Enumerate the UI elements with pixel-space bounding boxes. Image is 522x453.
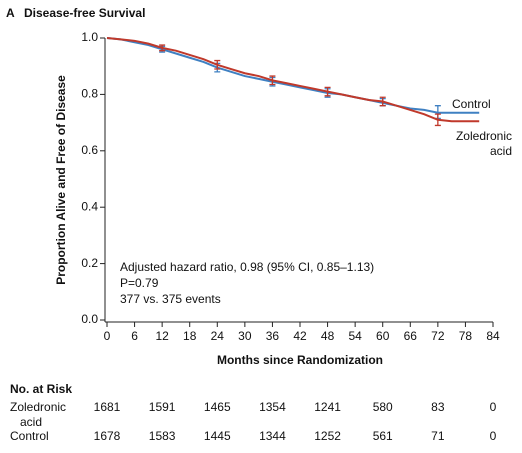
risk-row-label: Zoledronic acid [10,400,67,429]
risk-count: 1591 [149,400,176,414]
x-tick-label: 42 [293,329,307,343]
risk-row-label: Control [10,429,49,443]
y-tick-label: 0.2 [81,256,98,270]
x-tick-label: 60 [376,329,390,343]
risk-count: 1241 [314,400,341,414]
error-bar [214,59,221,70]
risk-count: 83 [431,400,445,414]
y-axis-label: Proportion Alive and Free of Disease [54,75,68,285]
x-tick-label: 24 [211,329,225,343]
x-tick-label: 0 [104,329,111,343]
y-tick-label: 0.6 [81,143,98,157]
risk-count: 1681 [94,400,121,414]
series-label: Zoledronic acid [455,129,512,158]
risk-count: 0 [490,429,497,443]
chart-title: Disease-free Survival [24,6,145,20]
x-tick-label: 30 [238,329,252,343]
x-tick-label: 54 [348,329,362,343]
risk-title: No. at Risk [10,382,72,396]
y-tick-label: 0.4 [81,199,98,213]
x-tick-label: 78 [459,329,473,343]
y-tick-label: 0.8 [81,87,98,101]
x-tick-label: 6 [131,329,138,343]
annotation: Adjusted hazard ratio, 0.98 (95% CI, 0.8… [120,260,374,274]
risk-count: 1252 [314,429,341,443]
risk-count: 1354 [259,400,286,414]
survival-curve [106,37,480,123]
y-tick-label: 1.0 [81,30,98,44]
y-tick-label: 0.0 [81,312,98,326]
risk-count: 1445 [204,429,231,443]
risk-count: 580 [373,400,393,414]
risk-count: 1678 [94,429,121,443]
error-bar [324,86,331,97]
risk-count: 1465 [204,400,231,414]
risk-count: 561 [373,429,393,443]
error-bar [159,44,166,52]
series-label: Control [452,97,491,111]
x-axis-label: Months since Randomization [217,353,383,367]
x-tick-label: 36 [266,329,280,343]
error-bar [379,96,386,107]
x-tick-label: 66 [404,329,418,343]
survival-curve [106,37,480,114]
risk-count: 1344 [259,429,286,443]
x-tick-label: 18 [183,329,197,343]
x-tick-label: 72 [431,329,445,343]
risk-count: 0 [490,400,497,414]
risk-count: 71 [431,429,445,443]
risk-count: 1583 [149,429,176,443]
panel-label: A [6,6,15,20]
x-tick-label: 84 [486,329,500,343]
annotation: 377 vs. 375 events [120,292,221,306]
annotation: P=0.79 [120,276,159,290]
x-tick-label: 12 [155,329,169,343]
x-tick-label: 48 [321,329,335,343]
error-bar [434,113,441,127]
error-bar [269,75,276,86]
